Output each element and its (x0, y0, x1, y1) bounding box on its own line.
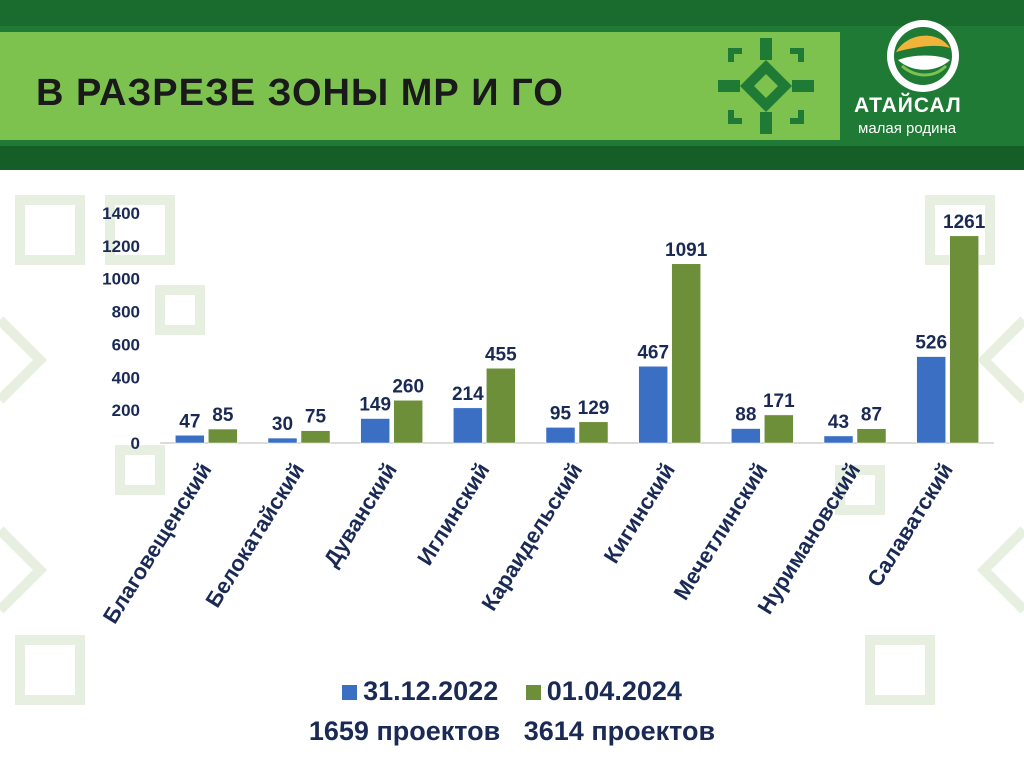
header-bottom-band (0, 146, 1024, 170)
category-label: Белокатайский (200, 458, 309, 611)
bar-series2 (949, 235, 979, 444)
background-pattern (0, 170, 1024, 767)
bar-series1 (453, 407, 483, 444)
bar-series1 (916, 356, 946, 444)
y-tick-label: 0 (131, 434, 140, 453)
bar-series1 (267, 437, 298, 444)
legend-swatch-series1 (342, 685, 358, 701)
y-tick-label: 600 (112, 335, 140, 354)
y-tick-label: 200 (112, 401, 140, 420)
y-tick-label: 1400 (102, 204, 140, 223)
category-label: Караидельский (476, 458, 587, 615)
data-label-series2: 87 (861, 405, 882, 426)
page-title: В РАЗРЕЗЕ ЗОНЫ МР И ГО (36, 72, 564, 114)
bar-series2 (208, 428, 238, 444)
logo-subtitle: малая родина (858, 120, 957, 137)
category-label: Кигинский (599, 458, 680, 567)
y-tick-label: 800 (112, 303, 140, 322)
data-label-series1: 47 (179, 411, 200, 432)
legend-item-series1: 31.12.2022 (342, 676, 498, 707)
y-tick-label: 400 (112, 368, 140, 387)
data-label-series2: 1261 (943, 212, 986, 233)
legend-item-series2: 01.04.2024 (525, 676, 682, 707)
data-label-series2: 1091 (665, 240, 708, 261)
bar-series2 (856, 428, 887, 444)
y-tick-label: 1200 (102, 237, 140, 256)
category-label: Иглинский (412, 458, 494, 569)
legend-note-series2: 3614 проектов (523, 716, 716, 746)
ornament-background (0, 195, 1024, 705)
category-label: Дуванский (319, 458, 402, 571)
legend-label-series2: 01.04.2024 (546, 676, 682, 706)
bar-series1 (545, 427, 576, 444)
bar-series2 (393, 400, 423, 444)
data-label-series1: 43 (828, 412, 849, 433)
bar-series1 (360, 418, 390, 444)
legend-label-series1: 31.12.2022 (363, 676, 499, 706)
bar-series2 (764, 414, 794, 444)
ornament-icon (718, 38, 814, 134)
legend-swatch-series2 (525, 685, 541, 701)
data-label-series2: 455 (485, 344, 517, 365)
bar-series2 (578, 421, 609, 444)
header-top-band (0, 0, 1024, 26)
bar-series2 (300, 430, 331, 444)
data-label-series1: 88 (735, 405, 756, 426)
bar-series1 (823, 435, 854, 444)
data-label-series2: 129 (578, 398, 610, 419)
data-label-series1: 467 (637, 342, 669, 363)
data-label-series1: 149 (359, 395, 391, 416)
bar-chart: 0 200 400 600 800 1000 1200 1400 47 85 Благовещенс… (98, 204, 994, 628)
category-label: Салаватский (862, 458, 958, 591)
data-label-series2: 260 (392, 376, 424, 397)
data-label-series1: 526 (915, 333, 947, 354)
legend: 31.12.2022 01.04.2024 (0, 676, 1024, 707)
legend-notes: 1659 проектов 3614 проектов (0, 716, 1024, 747)
bar-series1 (731, 428, 761, 444)
category-label: Благовещенский (98, 458, 217, 627)
data-label-series1: 30 (272, 414, 293, 435)
legend-note-series1: 1659 проектов (308, 716, 501, 746)
logo-name: АТАЙСАЛ (854, 94, 962, 117)
bar-series2 (671, 263, 701, 444)
bar-series2 (486, 368, 516, 444)
header: В РАЗРЕЗЕ ЗОНЫ МР И ГО АТАЙСАЛ малая род… (0, 0, 1024, 170)
logo-emblem (887, 20, 959, 92)
data-label-series2: 85 (212, 405, 234, 426)
title-banner (0, 32, 840, 140)
data-label-series1: 214 (452, 384, 484, 405)
data-label-series2: 171 (763, 391, 795, 412)
data-label-series2: 75 (305, 407, 327, 428)
bar-series1 (638, 366, 668, 444)
category-label: Нуримановский (752, 458, 865, 618)
data-label-series1: 95 (550, 403, 572, 424)
category-label: Мечетлинский (669, 458, 773, 604)
y-tick-label: 1000 (102, 270, 140, 289)
bar-series1 (175, 435, 205, 444)
